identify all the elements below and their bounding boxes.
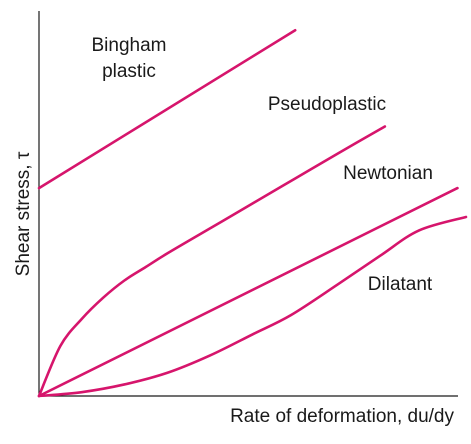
series-line-dilatant <box>39 217 466 396</box>
series-label-line: Dilatant <box>368 274 433 295</box>
y-axis-label: Shear stress, τ <box>13 151 34 276</box>
series-label-line: Bingham <box>92 35 167 56</box>
series-layer <box>39 30 466 396</box>
series-label-line: Pseudoplastic <box>268 94 386 115</box>
series-label-line: plastic <box>102 61 156 82</box>
plot-area: Bingham plastic Pseudoplastic Newtonian Dila… <box>39 11 466 396</box>
series-label-newtonian: Newtonian <box>343 163 433 184</box>
series-label-line: Newtonian <box>343 163 433 184</box>
series-label-bingham-plastic: Bingham plastic <box>92 35 167 82</box>
x-axis-label: Rate of deformation, du/dy <box>230 406 454 427</box>
series-line-bingham-plastic <box>39 30 295 188</box>
series-label-pseudoplastic: Pseudoplastic <box>268 94 386 115</box>
series-label-dilatant: Dilatant <box>368 274 433 295</box>
